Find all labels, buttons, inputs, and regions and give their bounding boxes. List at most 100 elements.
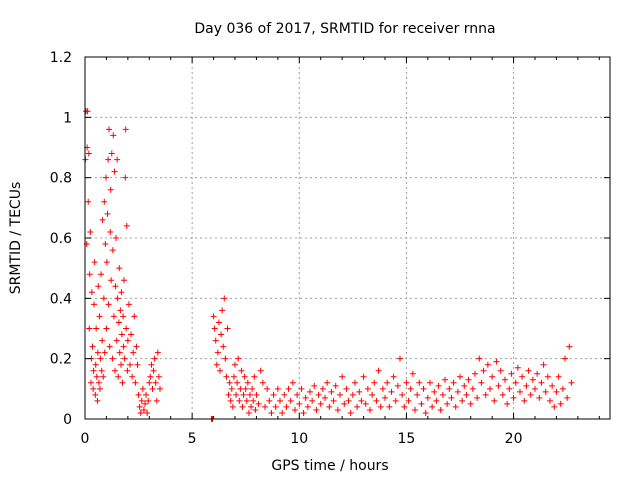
data-point bbox=[307, 388, 313, 395]
data-point bbox=[557, 400, 564, 407]
data-point bbox=[114, 295, 121, 302]
y-tick-label: 0.8 bbox=[50, 171, 72, 187]
y-axis-title: SRMTID / TECUs bbox=[8, 182, 24, 295]
x-tick-label: 5 bbox=[188, 431, 197, 447]
data-point bbox=[157, 385, 163, 392]
data-point bbox=[210, 313, 217, 320]
data-point bbox=[106, 126, 112, 133]
data-point bbox=[213, 361, 220, 368]
data-point bbox=[549, 382, 556, 389]
data-point bbox=[459, 397, 466, 404]
data-point bbox=[315, 391, 322, 398]
data-point bbox=[236, 397, 243, 404]
data-point bbox=[111, 168, 118, 175]
data-point bbox=[105, 156, 112, 163]
data-point bbox=[519, 373, 526, 380]
data-point bbox=[122, 174, 129, 181]
data-point bbox=[243, 397, 250, 404]
data-point bbox=[89, 343, 96, 350]
data-point bbox=[495, 382, 502, 389]
data-point bbox=[328, 388, 335, 395]
y-tick-label: 0.4 bbox=[50, 291, 72, 307]
grid-lines bbox=[85, 57, 610, 419]
data-point bbox=[491, 397, 498, 404]
data-point bbox=[407, 385, 414, 392]
data-point bbox=[87, 228, 94, 235]
data-point bbox=[397, 355, 403, 362]
data-point bbox=[114, 156, 121, 163]
data-point bbox=[454, 388, 461, 395]
data-point bbox=[452, 403, 459, 410]
data-point bbox=[369, 391, 376, 398]
y-tick-label: 0 bbox=[63, 412, 72, 428]
data-point bbox=[527, 391, 534, 398]
data-point bbox=[251, 373, 258, 380]
y-tick-label: 0.2 bbox=[50, 352, 72, 368]
data-point bbox=[538, 379, 545, 386]
data-point bbox=[221, 295, 228, 302]
data-point bbox=[262, 403, 268, 410]
data-point bbox=[414, 391, 421, 398]
data-point bbox=[542, 388, 549, 395]
data-point bbox=[101, 198, 108, 205]
x-tick-label: 20 bbox=[505, 431, 523, 447]
data-point bbox=[94, 349, 101, 356]
data-point bbox=[91, 259, 98, 266]
data-point bbox=[245, 409, 252, 416]
data-point bbox=[132, 379, 139, 386]
y-tick-label: 1.2 bbox=[50, 50, 72, 66]
data-point bbox=[367, 406, 373, 413]
data-point bbox=[416, 379, 423, 386]
data-point bbox=[551, 403, 558, 410]
data-series bbox=[82, 108, 575, 422]
data-point bbox=[123, 222, 130, 229]
axis-ticks: 0 5 10 15 20 0 0.2 0.4 0.6 0.8 1 1.2 bbox=[50, 50, 610, 447]
data-point bbox=[292, 406, 298, 413]
data-point bbox=[249, 385, 256, 392]
data-point bbox=[532, 385, 538, 392]
data-point bbox=[104, 210, 111, 217]
data-point bbox=[358, 397, 365, 404]
y-tick-label: 1 bbox=[63, 110, 72, 126]
data-point bbox=[113, 235, 120, 241]
data-point bbox=[405, 397, 412, 404]
data-point bbox=[510, 394, 517, 401]
data-point bbox=[424, 394, 431, 401]
data-point bbox=[332, 382, 339, 389]
data-point bbox=[534, 370, 541, 377]
data-point bbox=[151, 355, 158, 362]
data-point bbox=[237, 385, 244, 392]
data-point bbox=[497, 367, 504, 374]
data-point bbox=[247, 391, 253, 398]
data-point bbox=[248, 403, 255, 410]
data-point bbox=[135, 391, 142, 398]
data-point bbox=[239, 403, 246, 410]
data-point bbox=[124, 337, 131, 344]
data-point bbox=[502, 376, 508, 383]
data-point bbox=[119, 379, 126, 386]
data-point bbox=[403, 379, 410, 386]
x-tick-label: 15 bbox=[398, 431, 416, 447]
data-point bbox=[97, 385, 103, 392]
data-point bbox=[218, 331, 225, 338]
data-point bbox=[134, 361, 141, 368]
data-point bbox=[99, 216, 106, 223]
data-point bbox=[412, 406, 418, 413]
data-point bbox=[137, 409, 144, 416]
data-point bbox=[285, 385, 292, 392]
data-point bbox=[382, 394, 388, 401]
data-point bbox=[384, 379, 391, 386]
x-tick-label: 0 bbox=[81, 431, 90, 447]
data-point bbox=[95, 283, 102, 290]
data-point bbox=[324, 379, 331, 386]
data-point bbox=[319, 385, 326, 392]
data-point bbox=[564, 394, 571, 401]
data-point bbox=[343, 385, 350, 392]
data-point bbox=[508, 370, 515, 377]
data-point bbox=[448, 394, 455, 401]
data-point bbox=[489, 373, 496, 380]
data-point bbox=[354, 403, 361, 410]
data-point bbox=[379, 385, 386, 392]
data-point bbox=[270, 391, 277, 398]
